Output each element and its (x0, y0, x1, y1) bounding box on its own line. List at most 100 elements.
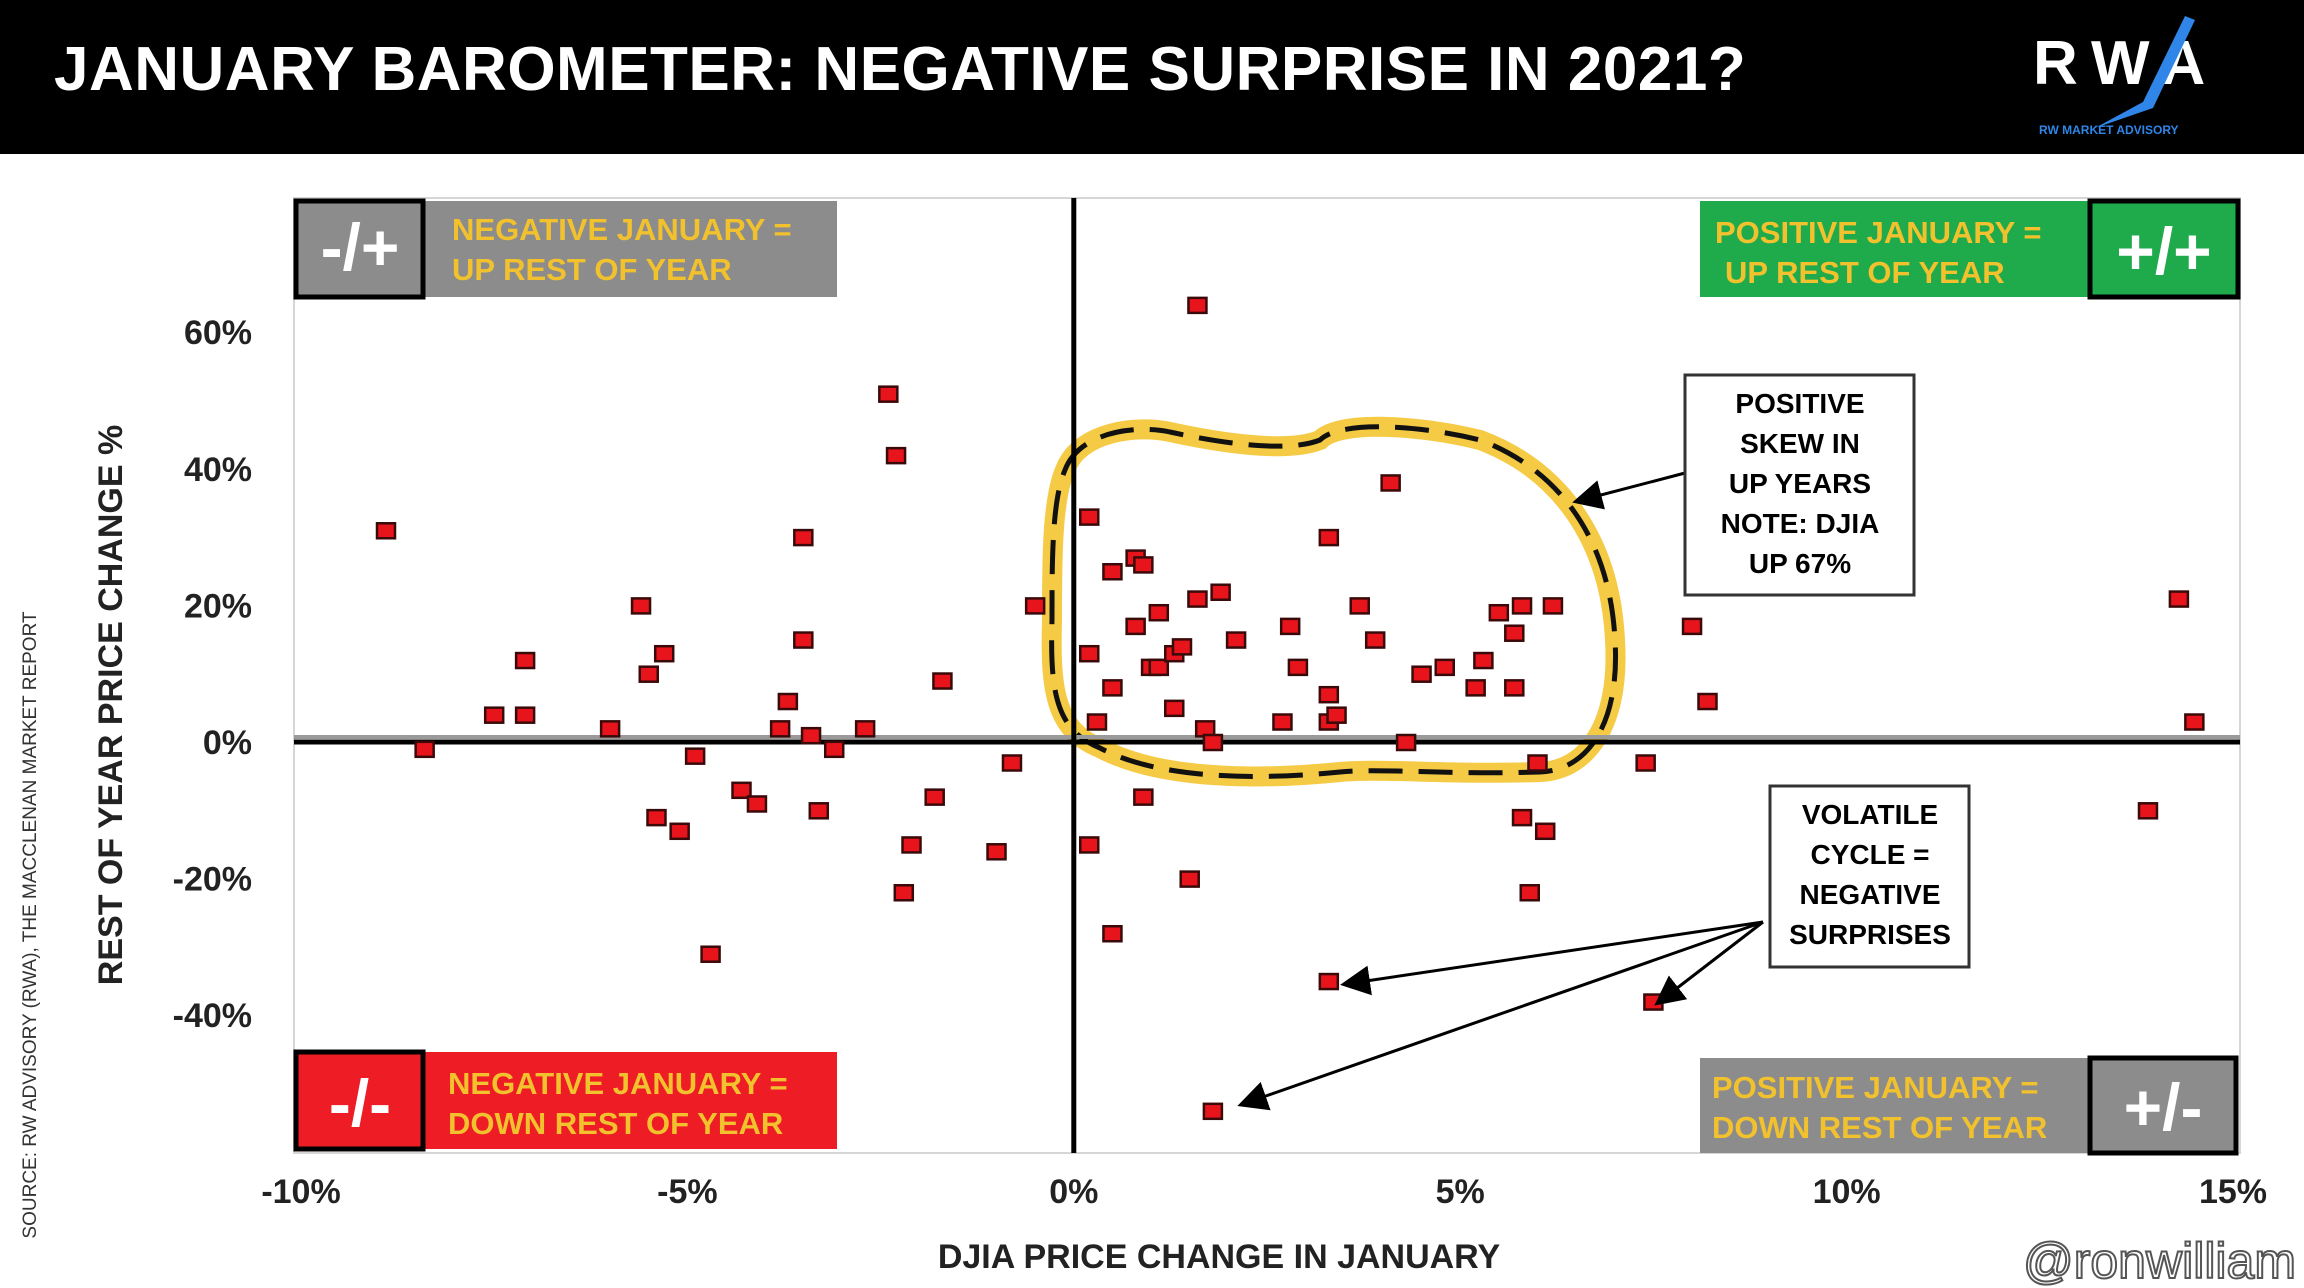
data-point (1102, 563, 1123, 581)
data-point (878, 385, 899, 403)
x-tick-labels: -10% -5% 0% 5% 10% 15% (261, 1173, 2267, 1211)
data-point (700, 945, 721, 963)
quadrant-label-line1: NEGATIVE JANUARY = (448, 1066, 788, 1101)
source-note: SOURCE: RW ADVISORY (RWA), THE MACCLENAN… (20, 611, 41, 1239)
data-point (1697, 692, 1718, 711)
data-point (1102, 679, 1123, 697)
quadrant-label-line2: DOWN REST OF YEAR (448, 1106, 783, 1141)
data-point (1279, 617, 1301, 636)
data-point (1473, 651, 1494, 670)
y-tick-label: 40% (184, 451, 252, 489)
data-point (1148, 658, 1170, 677)
quadrant-label-box (423, 201, 837, 297)
quadrant-symbol: +/+ (2116, 214, 2211, 288)
data-point (1024, 597, 1046, 615)
data-point (1542, 597, 1564, 615)
quadrant-symbol: +/- (2124, 1070, 2203, 1144)
data-point (1210, 583, 1231, 601)
data-point (514, 651, 536, 670)
x-tick-label: 5% (1436, 1173, 1485, 1211)
data-point (1380, 474, 1401, 492)
x-tick-label: -10% (261, 1173, 340, 1211)
data-point (1187, 590, 1208, 608)
data-point (646, 808, 667, 827)
data-point (1079, 508, 1100, 526)
data-point (638, 665, 660, 683)
quadrant-symbol: -/- (329, 1066, 391, 1140)
quadrant-top-left: -/+ NEGATIVE JANUARY = UP REST OF YEAR (293, 198, 837, 300)
volatile-arrow (1654, 920, 1764, 1006)
data-point (893, 884, 915, 902)
data-point (924, 788, 945, 806)
y-tick-label: 0% (203, 724, 252, 762)
y-axis-title: REST OF YEAR PRICE CHANGE % (92, 425, 130, 985)
data-point (746, 795, 768, 813)
data-point (2184, 713, 2205, 731)
y-tick-label: 20% (184, 587, 252, 625)
callout-line: NEGATIVE (1799, 879, 1940, 910)
quadrant-top-right: +/+ POSITIVE JANUARY = UP REST OF YEAR (1700, 198, 2241, 300)
data-point (1225, 631, 1247, 649)
data-point (414, 740, 435, 759)
quadrant-symbol-box (293, 1049, 426, 1152)
skew-callout-box (1683, 373, 1916, 597)
data-point (1527, 754, 1548, 772)
data-point (1465, 679, 1486, 697)
data-point (1395, 733, 1417, 752)
callout-line: NOTE: DJIA (1721, 508, 1880, 539)
data-point (653, 644, 675, 663)
quadrant-label-line1: NEGATIVE JANUARY = (452, 212, 792, 247)
callout-line: POSITIVE (1735, 388, 1864, 419)
data-point (1202, 733, 1224, 752)
data-point (800, 726, 822, 745)
x-tick-label: 15% (2199, 1173, 2267, 1211)
y-tick-label: -20% (173, 861, 252, 899)
x-tick-label: 10% (1813, 1173, 1881, 1211)
data-point (684, 747, 706, 765)
watermark: @ronwilliam (2023, 1233, 2296, 1288)
data-point (823, 740, 845, 759)
data-point (514, 706, 536, 724)
quadrant-label-box (1700, 1058, 2090, 1153)
quadrant-label-box (1700, 201, 2090, 297)
data-point (932, 672, 953, 690)
skew-arrow (1572, 471, 1686, 510)
title-bar: JANUARY BAROMETER: NEGATIVE SURPRISE IN … (0, 0, 2304, 154)
data-point (2168, 590, 2190, 608)
data-point (1148, 603, 1170, 622)
x-tick-label: 0% (1049, 1173, 1098, 1211)
y-tick-label: -40% (173, 997, 252, 1035)
quadrant-label-line2: DOWN REST OF YEAR (1712, 1110, 2047, 1145)
data-point (1164, 699, 1185, 718)
data-point (1272, 713, 1293, 731)
volatile-annotation: VOLATILE CYCLE = NEGATIVE SURPRISES (1237, 784, 1971, 1111)
data-point (1125, 617, 1146, 636)
data-point (1511, 808, 1533, 827)
data-point (1681, 617, 1703, 636)
data-point (599, 720, 621, 738)
quadrant-label-line2: UP REST OF YEAR (452, 252, 732, 287)
data-point (1001, 754, 1023, 772)
callout-line: UP 67% (1749, 548, 1851, 579)
callout-line: SURPRISES (1789, 919, 1951, 950)
data-points (375, 296, 2205, 1121)
data-point (1326, 706, 1347, 724)
data-point (2137, 802, 2159, 820)
data-point (1318, 972, 1340, 991)
rwa-logo: R W A RW MARKET ADVISORY (2033, 16, 2206, 137)
data-point (1202, 1102, 1224, 1121)
quadrant-symbol-box (293, 198, 426, 300)
data-point (1411, 665, 1432, 683)
data-point (793, 631, 814, 649)
data-point (1534, 822, 1556, 841)
skew-annotation: POSITIVE SKEW IN UP YEARS NOTE: DJIA UP … (1572, 373, 1916, 597)
data-point (1187, 296, 1208, 315)
data-point (1434, 658, 1455, 677)
data-point (483, 706, 505, 724)
quadrant-label-box (423, 1052, 837, 1149)
plot-frame (293, 197, 2241, 1154)
quadrant-bottom-right: +/- POSITIVE JANUARY = DOWN REST OF YEAR (1700, 1055, 2239, 1156)
data-point (1504, 679, 1525, 697)
x-tick-label: -5% (657, 1173, 717, 1211)
